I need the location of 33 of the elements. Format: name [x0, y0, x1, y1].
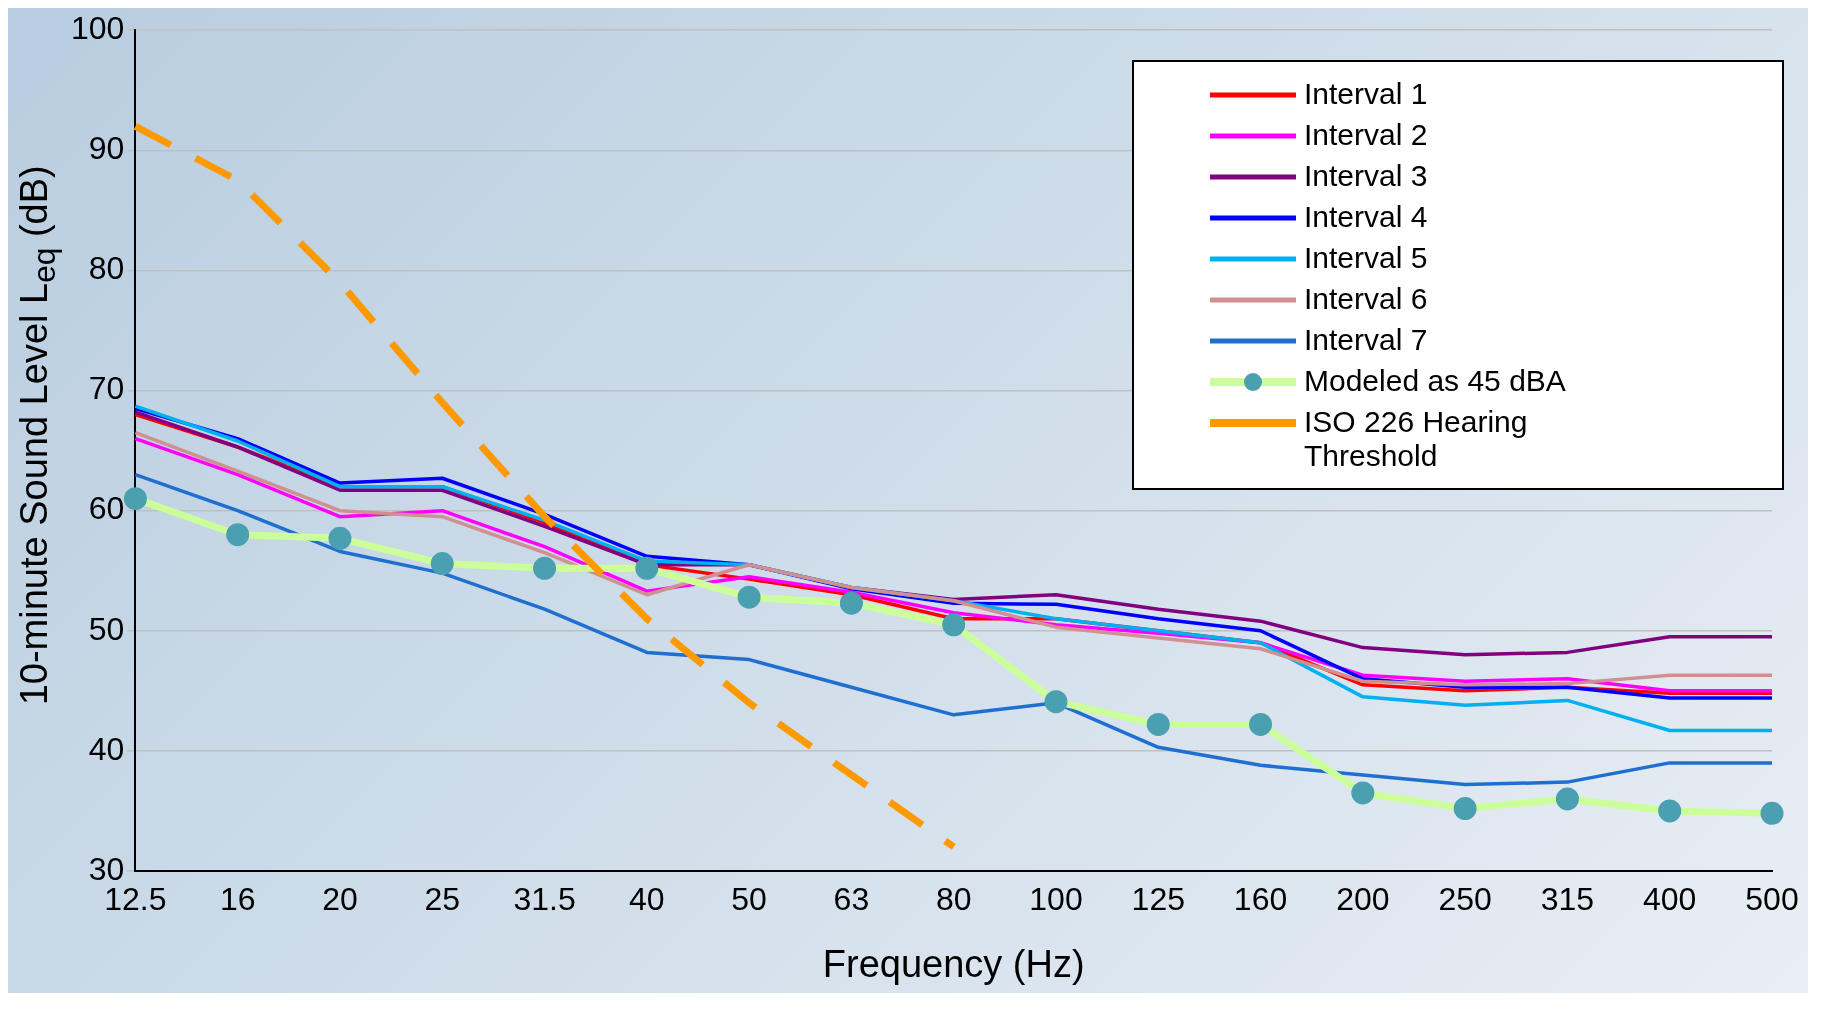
y-tick-label: 40 — [88, 730, 125, 767]
legend-label: Interval 7 — [1304, 323, 1429, 358]
legend-label: ISO 226 Hearing Threshold — [1304, 405, 1529, 474]
y-tick-label: 60 — [88, 490, 125, 527]
x-tick-label: 63 — [833, 881, 870, 918]
x-tick-label: 100 — [1029, 881, 1083, 918]
x-tick-label: 125 — [1131, 881, 1185, 918]
x-tick-label: 31.5 — [513, 881, 576, 918]
x-tick-label: 40 — [629, 881, 665, 918]
x-tick-label: 500 — [1745, 881, 1799, 918]
x-tick-label: 25 — [424, 881, 461, 918]
x-tick-label: 200 — [1336, 881, 1390, 918]
legend-label: Interval 4 — [1304, 200, 1429, 235]
x-axis-title: Frequency (Hz) — [822, 942, 1085, 985]
legend-label: Interval 2 — [1304, 118, 1429, 153]
legend-label: Interval 6 — [1304, 282, 1429, 317]
y-tick-label: 70 — [88, 370, 125, 407]
x-tick-label: 160 — [1233, 881, 1288, 918]
x-tick-label: 250 — [1438, 881, 1492, 918]
y-tick-label: 100 — [71, 10, 125, 47]
x-tick-label: 50 — [731, 881, 767, 918]
y-tick-label: 90 — [88, 130, 125, 167]
legend-label: Interval 5 — [1304, 241, 1429, 276]
y-tick-label: 50 — [88, 610, 125, 647]
x-tick-label: 20 — [322, 881, 358, 918]
legend-label: Interval 3 — [1304, 159, 1429, 194]
legend-label: Modeled as 45 dBA — [1304, 364, 1567, 399]
x-tick-label: 400 — [1643, 881, 1697, 918]
x-tick-label: 315 — [1540, 881, 1595, 918]
x-tick-label: 80 — [935, 881, 972, 918]
legend-label: Interval 1 — [1304, 77, 1429, 112]
x-tick-label: 16 — [219, 881, 256, 918]
y-tick-label: 80 — [88, 250, 125, 287]
